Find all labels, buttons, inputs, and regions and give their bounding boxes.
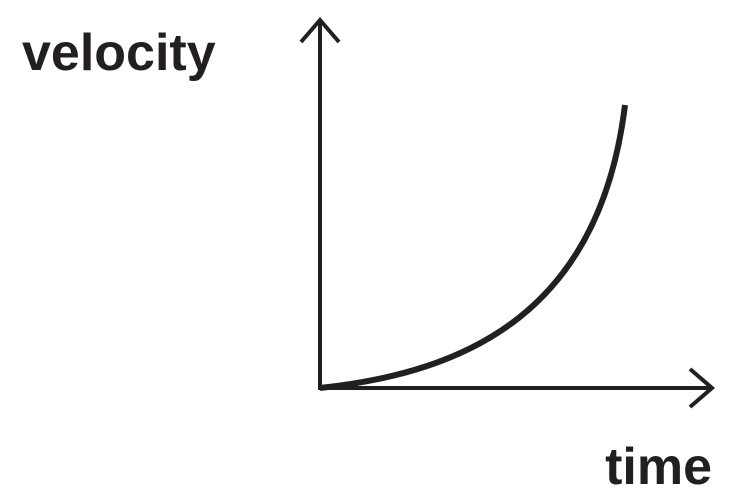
x-axis-arrowhead: [688, 367, 716, 409]
y-axis-arrowhead: [299, 16, 341, 44]
y-axis-label: velocity: [22, 24, 216, 82]
x-axis-label: time: [605, 438, 712, 496]
axes: [299, 16, 716, 409]
curve: [319, 104, 628, 391]
